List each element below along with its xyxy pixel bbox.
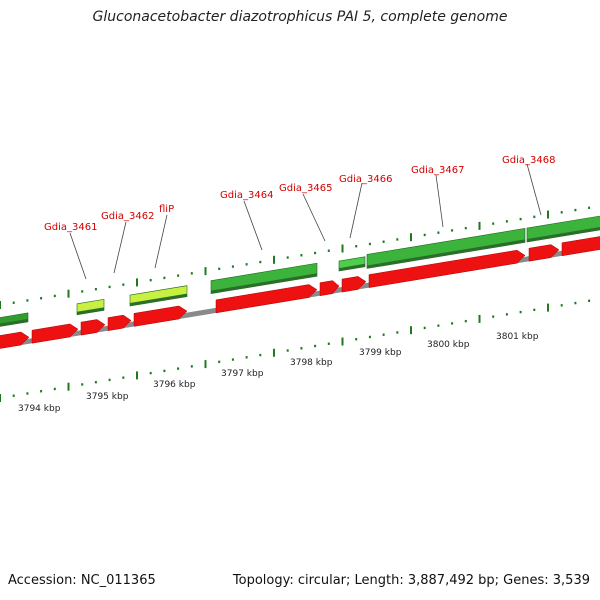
lower-tick-track [0, 299, 591, 402]
gene-arrow-reverse [133, 305, 188, 327]
scale-label: 3795 kbp [86, 392, 129, 402]
scale-label: 3800 kbp [427, 340, 470, 350]
scale-labels: 3794 kbp 3795 kbp 3796 kbp 3797 kbp 3798… [18, 332, 539, 414]
gene-arrow-reverse [561, 236, 600, 257]
gene-arrow-reverse [319, 280, 340, 296]
gene-label[interactable]: Gdia_3466 [339, 174, 392, 185]
map-title: Gluconacetobacter diazotrophicus PAI 5, … [92, 9, 508, 25]
gene-label[interactable]: Gdia_3468 [502, 155, 555, 166]
upper-tick-track [0, 206, 591, 309]
scale-label: 3796 kbp [153, 380, 196, 390]
gene-arrow-reverse [528, 244, 560, 262]
scale-label: 3801 kbp [496, 332, 539, 342]
genome-summary-text: Topology: circular; Length: 3,887,492 bp… [232, 573, 590, 588]
gene-label[interactable]: Gdia_3464 [220, 190, 273, 201]
reverse-strand-genes [0, 236, 600, 349]
gene-arrow-reverse [368, 249, 526, 288]
accession-text: Accession: NC_011365 [8, 573, 156, 588]
gene-label[interactable]: fliP [159, 204, 174, 215]
gene-arrow-reverse [31, 323, 79, 344]
gene-block-shadow [77, 307, 104, 315]
scale-label: 3799 kbp [359, 348, 402, 358]
gene-block-shadow [339, 263, 365, 272]
scale-label: 3797 kbp [221, 369, 264, 379]
scale-label: 3798 kbp [290, 358, 333, 368]
gene-arrow-reverse [0, 331, 30, 349]
gene-block-shadow [527, 227, 600, 243]
gene-block-forward [526, 215, 600, 243]
gene-arrow-reverse [80, 319, 106, 336]
gene-arrow-reverse [341, 276, 367, 293]
gene-arrow-reverse [215, 284, 318, 314]
gene-block-shadow [0, 318, 28, 327]
gene-label[interactable]: Gdia_3462 [101, 211, 154, 222]
gene-label[interactable]: Gdia_3467 [411, 165, 464, 176]
gene-label[interactable]: Gdia_3465 [279, 183, 332, 194]
gene-arrow-reverse [107, 314, 132, 331]
gene-label[interactable]: Gdia_3461 [44, 222, 97, 233]
scale-label: 3794 kbp [18, 404, 61, 414]
gene-block-shadow [211, 273, 317, 294]
forward-strand-genes [0, 215, 600, 327]
gene-block-shadow [367, 239, 525, 269]
gene-block-shadow [130, 293, 187, 307]
gene-labels: Gdia_3461 Gdia_3462 fliP Gdia_3464 Gdia_… [44, 155, 555, 280]
